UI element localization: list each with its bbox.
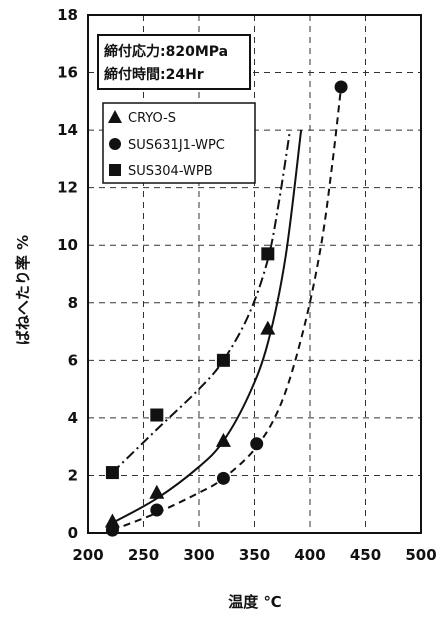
series-1-point-1 — [150, 503, 164, 517]
y-tick-9: 18 — [57, 6, 78, 24]
series-0-point-1 — [149, 484, 165, 499]
y-tick-0: 0 — [68, 524, 78, 542]
y-tick-8: 16 — [57, 64, 78, 82]
series-2-point-3 — [261, 247, 275, 261]
y-tick-4: 8 — [68, 294, 78, 312]
x-tick-2: 300 — [183, 546, 214, 564]
condition-stress: 締付応力:820MPa — [104, 43, 228, 60]
grid — [88, 15, 421, 533]
x-tick-3: 350 — [239, 546, 270, 564]
y-tick-1: 2 — [68, 466, 78, 484]
legend-label-cryo-s: CRYO-S — [128, 111, 176, 126]
series-line-1 — [112, 86, 343, 532]
x-tick-labels: 200 250 300 350 400 450 500 — [72, 546, 436, 564]
series-curves — [111, 86, 343, 532]
conditions-box: 締付応力:820MPa 締付時間:24Hr — [97, 34, 251, 90]
y-tick-labels: 0 2 4 6 8 10 12 14 16 18 — [57, 6, 78, 542]
condition-time: 締付時間:24Hr — [104, 66, 204, 83]
x-tick-1: 250 — [128, 546, 159, 564]
x-axis-label: 温度 ℃ — [228, 593, 281, 611]
legend-marker-square — [109, 164, 121, 176]
series-line-2 — [111, 129, 292, 474]
series-2-point-2 — [216, 353, 230, 367]
x-tick-5: 450 — [350, 546, 381, 564]
x-tick-4: 400 — [294, 546, 325, 564]
series-1-point-2 — [216, 471, 230, 485]
legend: CRYO-S SUS631J1-WPC SUS304-WPB — [102, 102, 256, 184]
y-tick-5: 10 — [57, 236, 78, 254]
plot-frame — [87, 14, 422, 534]
y-tick-6: 12 — [57, 179, 78, 197]
series-1-point-0 — [105, 523, 119, 537]
y-tick-2: 4 — [68, 409, 78, 427]
legend-label-sus304: SUS304-WPB — [128, 164, 213, 179]
y-tick-3: 6 — [68, 351, 78, 369]
x-tick-6: 500 — [405, 546, 436, 564]
series-0-point-3 — [260, 320, 276, 335]
legend-marker-triangle — [108, 110, 122, 123]
series-points — [104, 80, 348, 537]
x-tick-0: 200 — [72, 546, 103, 564]
series-line-0 — [111, 129, 303, 524]
y-axis-label: ばねへたり率 % — [14, 235, 32, 345]
series-0-point-2 — [215, 432, 231, 447]
series-1-point-3 — [250, 437, 264, 451]
y-tick-7: 14 — [57, 121, 78, 139]
series-0-point-0 — [104, 513, 120, 528]
legend-label-sus631: SUS631J1-WPC — [128, 138, 225, 153]
legend-marker-circle — [109, 138, 121, 150]
series-2-point-1 — [150, 408, 164, 422]
series-2-point-0 — [105, 466, 119, 480]
series-1-point-4 — [334, 80, 348, 94]
